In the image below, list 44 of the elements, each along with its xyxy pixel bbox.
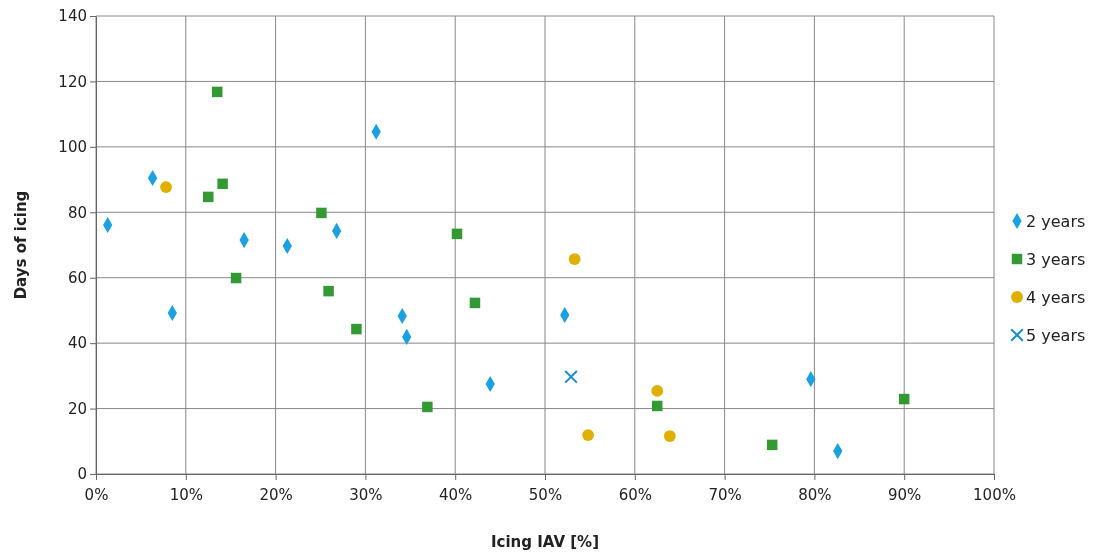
point <box>663 430 676 442</box>
y-tick-label: 140 <box>58 7 87 26</box>
point <box>469 297 481 309</box>
x-tick-label: 90% <box>888 485 922 504</box>
y-tick-label: 60 <box>67 269 87 288</box>
x-tick-label: 40% <box>439 485 473 504</box>
point <box>217 178 228 190</box>
x-tick-label: 70% <box>708 485 742 504</box>
y-tick-label: 120 <box>58 72 87 91</box>
legend-label: 4 years <box>1026 288 1086 307</box>
y-axis-title: Days of icing <box>12 190 30 300</box>
point <box>316 207 327 219</box>
point <box>422 401 433 413</box>
x-tick-label: 20% <box>259 485 293 504</box>
y-tick-label: 0 <box>77 465 87 484</box>
point <box>651 385 664 397</box>
point <box>323 285 334 297</box>
point <box>230 272 242 284</box>
x-tick-label: 80% <box>798 485 832 504</box>
x-tick-label: 60% <box>618 485 652 504</box>
point <box>568 253 581 265</box>
y-tick-label: 100 <box>58 138 87 157</box>
legend-label: 2 years <box>1026 212 1086 231</box>
x-axis-title: Icing IAV [%] <box>491 533 599 551</box>
y-tick-label: 80 <box>67 203 87 222</box>
point <box>766 439 778 451</box>
point <box>898 393 910 405</box>
point <box>564 370 578 384</box>
legend-label: 5 years <box>1026 326 1086 345</box>
x-tick-label: 100% <box>973 485 1016 504</box>
point <box>203 191 214 203</box>
x-tick-label: 0% <box>84 485 109 504</box>
x-tick-label: 50% <box>528 485 563 504</box>
y-tick-label: 20 <box>67 399 87 418</box>
x-tick-label: 30% <box>349 485 383 504</box>
point <box>211 86 223 98</box>
point <box>351 323 362 335</box>
point <box>652 400 663 412</box>
point <box>160 181 172 193</box>
point <box>582 429 595 441</box>
point <box>451 228 463 240</box>
legend-label: 3 years <box>1026 250 1086 269</box>
y-tick-label: 40 <box>67 334 87 353</box>
x-tick-label: 10% <box>169 485 203 504</box>
